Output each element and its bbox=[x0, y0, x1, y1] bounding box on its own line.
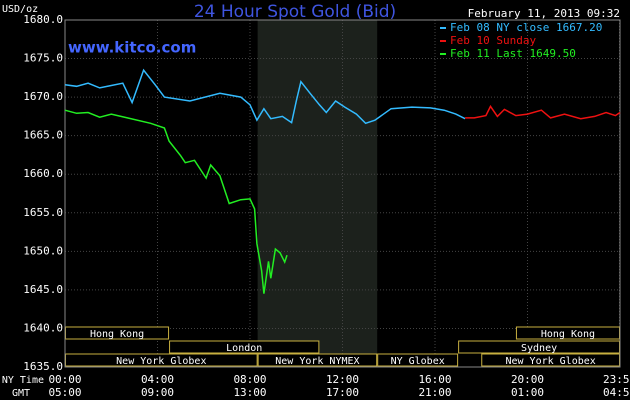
legend-label: Feb 10 Sunday bbox=[450, 34, 536, 47]
x2-tick-label: 09:00 bbox=[141, 386, 174, 399]
x-tick-label: 08:00 bbox=[233, 373, 266, 386]
session-label: New York Globex bbox=[116, 356, 206, 367]
y-label: USD/oz bbox=[2, 4, 38, 15]
y-tick-label: 1670.0 bbox=[23, 90, 63, 103]
x-tick-label: 00:00 bbox=[48, 373, 81, 386]
x-label: NY Time bbox=[2, 375, 44, 386]
session-label: New York NYMEX bbox=[275, 356, 359, 367]
series-line bbox=[64, 68, 466, 125]
legend-label: Feb 08 NY close 1667.20 bbox=[450, 21, 602, 34]
x2-tick-label: 01:00 bbox=[511, 386, 544, 399]
session-label: NY Globex bbox=[391, 356, 445, 367]
y-tick-label: 1655.0 bbox=[23, 206, 63, 219]
session-bar bbox=[257, 353, 378, 367]
session-label: Hong Kong bbox=[541, 329, 595, 340]
watermark: www.kitco.com bbox=[68, 39, 196, 57]
y-tick-label: 1645.0 bbox=[23, 283, 63, 296]
x-tick-label: 20:00 bbox=[511, 373, 544, 386]
session-bar bbox=[377, 353, 459, 367]
x2-tick-label: 13:00 bbox=[233, 386, 266, 399]
session-label: Sydney bbox=[521, 343, 557, 354]
shaded-region bbox=[257, 20, 378, 367]
y-tick-label: 1680.0 bbox=[23, 13, 63, 26]
x2-tick-label: 05:00 bbox=[48, 386, 81, 399]
timestamp: February 11, 2013 09:32 bbox=[468, 7, 620, 20]
x-tick-label: 12:00 bbox=[326, 373, 359, 386]
legend-label: Feb 11 Last 1649.50 bbox=[450, 47, 576, 60]
y-tick-label: 1675.0 bbox=[23, 52, 63, 65]
y-tick-label: 1635.0 bbox=[23, 360, 63, 373]
chart-title: 24 Hour Spot Gold (Bid) bbox=[194, 2, 396, 22]
x2-tick-label: 04:59 bbox=[603, 386, 630, 399]
y-tick-label: 1650.0 bbox=[23, 244, 63, 257]
y-tick-label: 1665.0 bbox=[23, 129, 63, 142]
series-line bbox=[465, 104, 621, 120]
plot-frame bbox=[64, 19, 621, 368]
session-label: New York Globex bbox=[505, 356, 595, 367]
x2-label: GMT bbox=[12, 388, 30, 399]
x2-tick-label: 21:00 bbox=[418, 386, 451, 399]
y-tick-label: 1660.0 bbox=[23, 167, 63, 180]
x-tick-label: 23:59 bbox=[603, 373, 630, 386]
session-label: Hong Kong bbox=[90, 329, 144, 340]
x-tick-label: 04:00 bbox=[141, 373, 174, 386]
x-tick-label: 16:00 bbox=[418, 373, 451, 386]
y-tick-label: 1640.0 bbox=[23, 321, 63, 334]
series-line bbox=[64, 109, 288, 294]
session-label: London bbox=[226, 343, 262, 354]
session-bar bbox=[169, 340, 320, 354]
x2-tick-label: 17:00 bbox=[326, 386, 359, 399]
